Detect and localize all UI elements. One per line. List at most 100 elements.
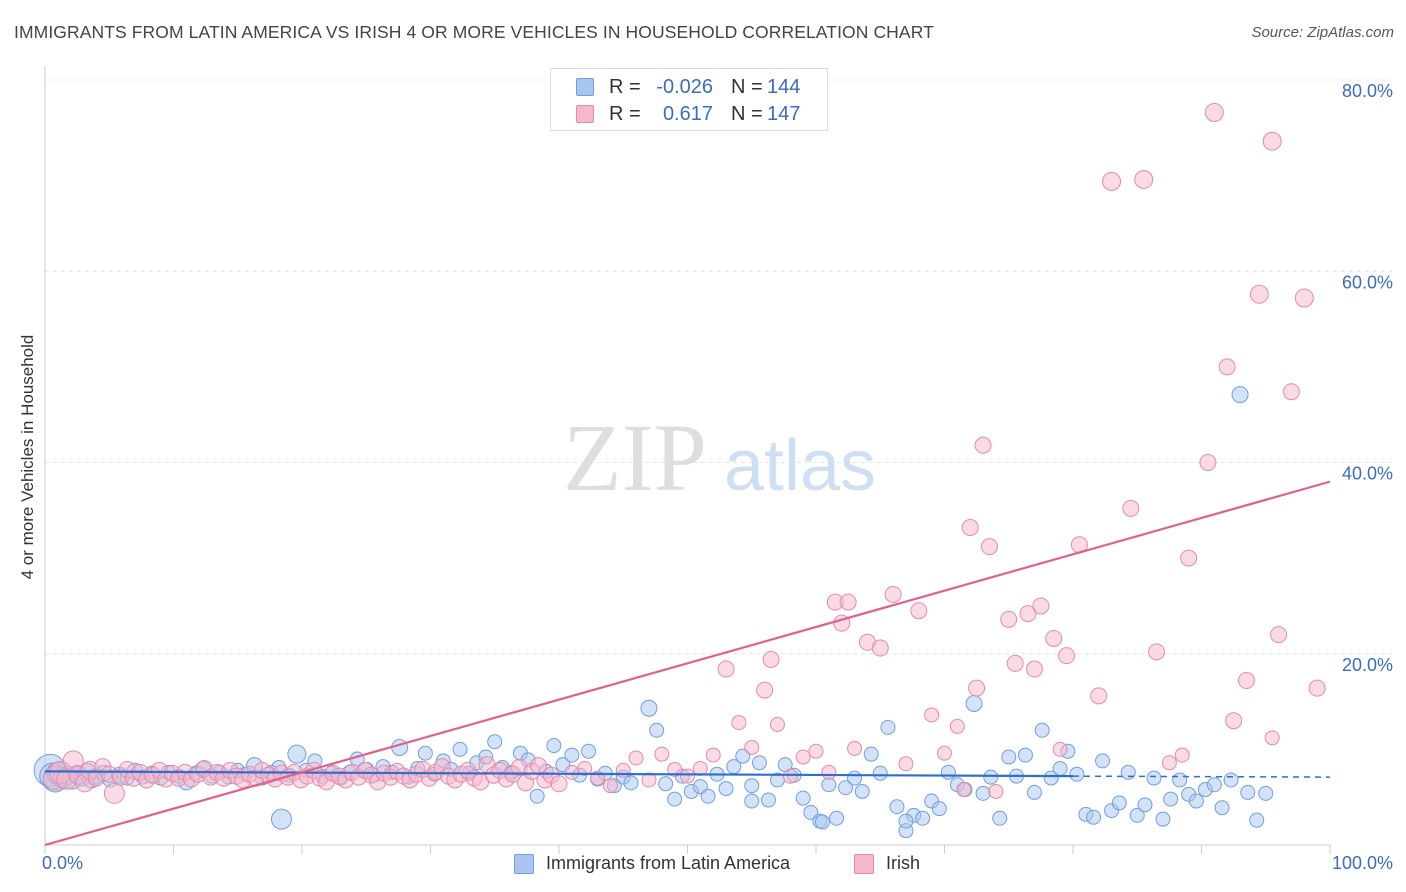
- data-point: [910, 602, 928, 620]
- chart-title: IMMIGRANTS FROM LATIN AMERICA VS IRISH 4…: [14, 22, 934, 42]
- data-point: [968, 679, 986, 697]
- data-point: [847, 740, 863, 756]
- n-value: 144: [767, 76, 801, 98]
- data-point: [863, 746, 879, 762]
- data-point: [1161, 755, 1177, 771]
- data-point: [529, 788, 545, 804]
- series-irish: [42, 103, 1326, 804]
- data-point: [839, 593, 857, 611]
- data-point: [287, 744, 307, 764]
- n-value: 147: [767, 103, 801, 125]
- data-point: [838, 780, 854, 796]
- data-point: [1249, 284, 1269, 304]
- stats-swatch-irish: [576, 105, 594, 123]
- n-label: N =: [731, 103, 763, 125]
- data-point: [1069, 766, 1085, 782]
- data-point: [1095, 753, 1111, 769]
- source-label: Source: ZipAtlas.com: [1251, 24, 1394, 41]
- data-point: [931, 801, 947, 817]
- data-point: [1155, 811, 1171, 827]
- stats-swatch-latin-america: [576, 78, 594, 96]
- data-point: [1034, 722, 1050, 738]
- watermark: ZIP atlas: [563, 404, 876, 511]
- data-point: [1134, 169, 1154, 189]
- data-point: [641, 772, 657, 788]
- data-point: [992, 810, 1008, 826]
- data-point: [1102, 171, 1122, 191]
- data-point: [564, 764, 580, 780]
- data-point: [1188, 793, 1204, 809]
- data-point: [680, 768, 695, 784]
- data-point: [829, 810, 845, 826]
- data-point: [417, 745, 433, 761]
- data-point: [1058, 647, 1076, 665]
- legend-swatch-irish: [854, 854, 874, 874]
- data-point: [1129, 807, 1145, 823]
- data-point: [1086, 809, 1102, 825]
- data-point: [889, 799, 905, 815]
- data-point: [1052, 741, 1068, 757]
- data-point: [1206, 777, 1222, 793]
- data-point: [821, 764, 837, 780]
- data-point: [667, 761, 683, 777]
- legend-swatch-latin-america: [514, 854, 534, 874]
- data-point: [854, 783, 870, 799]
- data-point: [1148, 643, 1166, 661]
- data-point: [1163, 791, 1179, 807]
- data-point: [762, 650, 780, 668]
- data-point: [975, 785, 991, 801]
- data-point: [1137, 797, 1153, 813]
- data-point: [658, 776, 674, 792]
- legend-label-irish: Irish: [886, 853, 921, 873]
- data-point: [847, 770, 863, 786]
- data-point: [731, 715, 747, 731]
- data-point: [872, 765, 888, 781]
- data-point: [1264, 730, 1280, 746]
- data-point: [898, 813, 914, 829]
- y-tick-label: 40.0%: [1342, 464, 1393, 484]
- data-point: [751, 755, 767, 771]
- data-point: [649, 722, 665, 738]
- data-point: [1025, 660, 1043, 678]
- data-point: [898, 756, 914, 772]
- data-point: [391, 738, 409, 756]
- data-point: [924, 707, 940, 723]
- data-point: [615, 762, 631, 778]
- y-axis-label: 4 or more Vehicles in Household: [18, 334, 37, 580]
- data-point: [1308, 679, 1326, 697]
- data-point: [965, 694, 983, 712]
- r-label: R =: [609, 103, 641, 125]
- data-point: [808, 743, 824, 759]
- data-point: [1120, 764, 1136, 780]
- data-point: [667, 791, 683, 807]
- data-point: [1270, 626, 1288, 644]
- data-point: [1026, 784, 1042, 800]
- trendline-latin-america-extension: [1072, 775, 1331, 778]
- data-point: [980, 538, 998, 556]
- data-point: [1017, 747, 1033, 763]
- x-tick-label-end: 100.0%: [1332, 853, 1393, 873]
- data-point: [602, 778, 618, 794]
- data-point: [1043, 770, 1059, 786]
- data-point: [1223, 772, 1239, 788]
- data-point: [1258, 785, 1274, 801]
- gridlines: [45, 79, 1392, 655]
- data-point: [915, 810, 931, 826]
- stats-box: R = -0.026 N = 144 R = 0.617 N = 147: [550, 68, 828, 131]
- data-point: [718, 781, 734, 797]
- data-point: [940, 764, 956, 780]
- data-point: [1204, 103, 1224, 123]
- data-point: [795, 790, 811, 806]
- data-point: [1262, 131, 1282, 151]
- trendline-latin-america: [44, 770, 1074, 778]
- data-point: [974, 436, 992, 454]
- tick-labels: 20.0% 40.0% 60.0% 80.0% 0.0% 100.0%: [42, 81, 1393, 873]
- data-point: [487, 734, 503, 750]
- data-point: [1019, 605, 1037, 623]
- data-point: [1000, 610, 1018, 628]
- trend-layer: [44, 480, 1331, 847]
- data-point: [1225, 712, 1243, 730]
- data-point: [1294, 288, 1314, 308]
- data-point: [550, 775, 568, 793]
